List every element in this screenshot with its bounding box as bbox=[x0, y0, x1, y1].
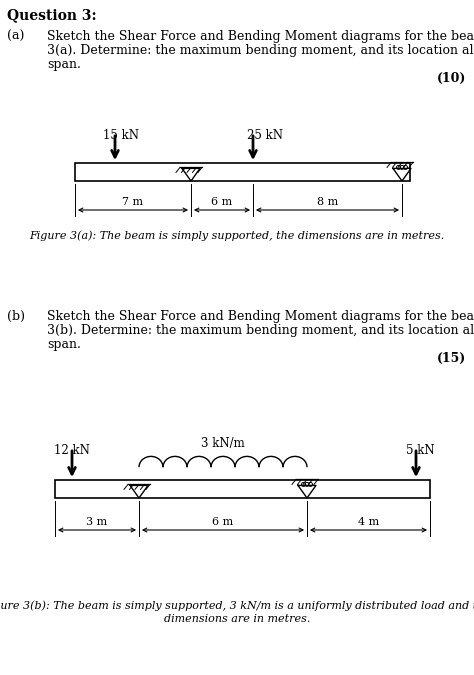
Bar bbox=[75, 163, 410, 181]
Text: 25 kN: 25 kN bbox=[247, 129, 283, 142]
Text: (b): (b) bbox=[7, 310, 25, 323]
Text: 3(a). Determine: the maximum bending moment, and its location along the beam’s: 3(a). Determine: the maximum bending mom… bbox=[47, 44, 474, 57]
Text: Sketch the Shear Force and Bending Moment diagrams for the beam shown in Figure: Sketch the Shear Force and Bending Momen… bbox=[47, 30, 474, 43]
Text: 3 m: 3 m bbox=[86, 517, 108, 527]
Text: Figure 3(b): The beam is simply supported, 3 kN/m is a uniformly distributed loa: Figure 3(b): The beam is simply supporte… bbox=[0, 600, 474, 611]
Text: 4 m: 4 m bbox=[358, 517, 379, 527]
Text: Sketch the Shear Force and Bending Moment diagrams for the beam shown in Figure: Sketch the Shear Force and Bending Momen… bbox=[47, 310, 474, 323]
Text: 3(b). Determine: the maximum bending moment, and its location along the beam’s: 3(b). Determine: the maximum bending mom… bbox=[47, 324, 474, 337]
Text: (10): (10) bbox=[437, 72, 466, 85]
Text: 7 m: 7 m bbox=[122, 197, 144, 207]
Text: span.: span. bbox=[47, 338, 81, 351]
Bar bbox=[55, 480, 430, 498]
Text: span.: span. bbox=[47, 58, 81, 71]
Text: 3 kN/m: 3 kN/m bbox=[201, 437, 245, 450]
Text: Question 3:: Question 3: bbox=[7, 8, 97, 22]
Text: 12 kN: 12 kN bbox=[54, 444, 90, 457]
Text: 6 m: 6 m bbox=[211, 197, 233, 207]
Text: (15): (15) bbox=[437, 352, 466, 365]
Text: 6 m: 6 m bbox=[212, 517, 234, 527]
Text: (a): (a) bbox=[7, 30, 24, 43]
Text: 15 kN: 15 kN bbox=[103, 129, 139, 142]
Text: 8 m: 8 m bbox=[317, 197, 338, 207]
Text: 5 kN: 5 kN bbox=[406, 444, 435, 457]
Text: Figure 3(a): The beam is simply supported, the dimensions are in metres.: Figure 3(a): The beam is simply supporte… bbox=[29, 230, 445, 240]
Text: dimensions are in metres.: dimensions are in metres. bbox=[164, 614, 310, 624]
